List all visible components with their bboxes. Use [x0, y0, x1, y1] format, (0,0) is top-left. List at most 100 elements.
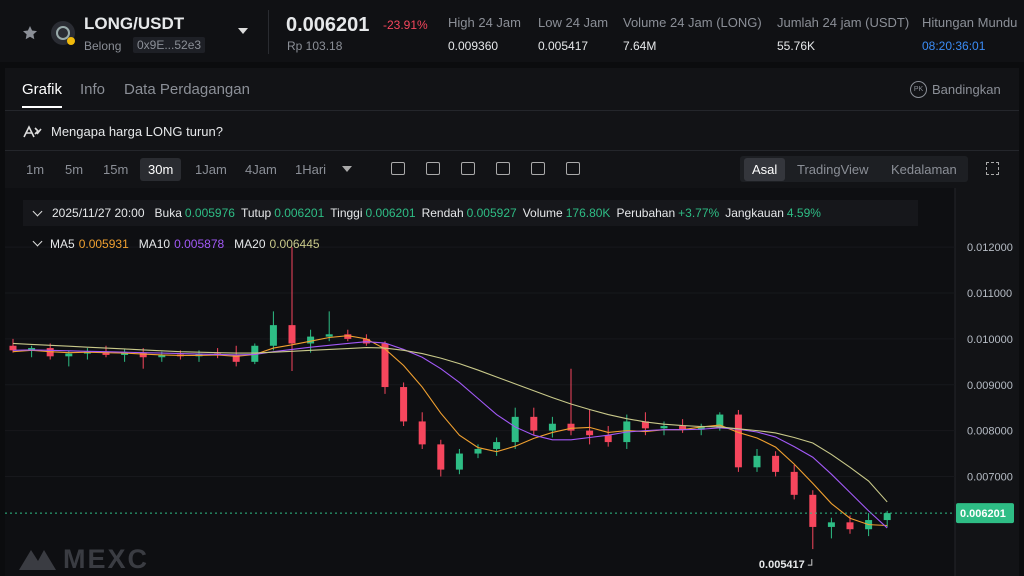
stat-label: High 24 Jam [448, 15, 521, 30]
address[interactable]: 0x9E...52e3 [133, 37, 206, 53]
separator [5, 110, 1019, 111]
candle-body [586, 430, 594, 436]
info-date: 2025/11/27 20:00 [52, 206, 145, 220]
info-label: Rendah [421, 206, 464, 220]
candle-body [567, 423, 575, 431]
candle-body [158, 354, 166, 358]
info-value: +3.77% [678, 206, 720, 220]
candle-body [846, 522, 854, 530]
watermark-logo [19, 550, 56, 570]
candle-body [474, 448, 482, 454]
info-label: Tinggi [330, 206, 363, 220]
star-icon[interactable] [22, 25, 38, 41]
stat-value: 0.005417 [538, 39, 589, 53]
ai-icon [23, 125, 42, 138]
candle-body [381, 343, 389, 388]
separator [5, 150, 1019, 151]
tab[interactable]: Info [80, 81, 106, 98]
ma-label: MA5 [50, 237, 75, 251]
last-price-box [956, 503, 1014, 524]
candle-body [604, 435, 612, 443]
ma-value: 0.006445 [269, 237, 320, 251]
watermark: MEXC [63, 544, 149, 574]
y-tick-label: 0.012000 [967, 242, 1013, 254]
interval-button[interactable]: 5m [65, 162, 84, 177]
save-icon[interactable] [566, 162, 580, 175]
candle-body [493, 442, 501, 449]
fiat-price: Rp 103.18 [287, 39, 343, 53]
interval-button[interactable]: 4Jam [245, 162, 277, 177]
candle-body [121, 352, 129, 355]
fx-icon[interactable] [426, 162, 440, 175]
candle-body [269, 325, 277, 346]
stat-value: 0.009360 [448, 39, 499, 53]
candle-body [307, 336, 315, 344]
info-value: 0.005927 [466, 206, 517, 220]
interval-button[interactable]: 1Hari [295, 162, 327, 177]
ma-line [12, 341, 888, 529]
candle-body [232, 354, 240, 362]
candle-body [251, 345, 259, 362]
candle-body [400, 387, 408, 422]
token-name: Belong [84, 39, 122, 53]
stat-value: 55.76K [777, 39, 816, 53]
interval-button[interactable]: 15m [103, 162, 129, 177]
tab[interactable]: Data Perdagangan [124, 81, 250, 98]
candle-body [530, 416, 538, 431]
candle-icon[interactable] [391, 162, 405, 175]
info-label: Buka [154, 206, 182, 220]
info-label: Volume [522, 206, 563, 220]
view-button[interactable]: Asal [744, 158, 786, 181]
stat-value: 7.64M [623, 39, 657, 53]
interval-button[interactable]: 30m [140, 158, 182, 181]
y-tick-label: 0.011000 [967, 288, 1012, 300]
pen-icon[interactable] [461, 162, 475, 175]
tab[interactable]: Grafik [22, 81, 63, 98]
candle-body [641, 421, 649, 429]
candle-body [660, 426, 668, 429]
candle-body [679, 426, 687, 430]
candle-body [28, 348, 36, 351]
ma-value: 0.005878 [174, 237, 225, 251]
y-tick-label: 0.007000 [967, 471, 1013, 483]
y-tick-label: 0.009000 [967, 380, 1013, 392]
interval-button[interactable]: 1Jam [195, 162, 227, 177]
chart: 0.007000 0.008000 0.009000 0.010000 0.011000… [5, 188, 1014, 576]
low-arrow [807, 559, 813, 566]
candle-body [772, 455, 780, 472]
info-value: 0.006201 [274, 206, 325, 220]
candle-body [883, 513, 891, 521]
tab-underline [22, 106, 62, 108]
low-label: 0.005417 [759, 559, 805, 571]
layout-icon[interactable] [496, 162, 510, 175]
camera-icon[interactable] [531, 162, 545, 175]
candle-body [344, 334, 352, 339]
interval-button[interactable]: 1m [26, 162, 45, 177]
candle-body [455, 453, 463, 470]
view-button[interactable]: TradingView [797, 162, 869, 177]
y-tick-label: 0.010000 [967, 334, 1013, 346]
stat-label: Hitungan Mundu [922, 15, 1018, 30]
ma-line [12, 335, 888, 527]
candle-body [437, 444, 445, 470]
candle-body [753, 455, 761, 468]
view-button[interactable]: Kedalaman [891, 162, 957, 177]
interval-dropdown[interactable] [342, 166, 352, 172]
divider [268, 10, 269, 54]
stat-label: Jumlah 24 jam (USDT) [777, 15, 910, 30]
candle-body [325, 334, 333, 337]
candle-body [65, 353, 73, 357]
ma-legend: MA5 0.005931 MA10 0.005878 MA20 0.006445 [50, 237, 326, 251]
dropdown-icon[interactable] [238, 28, 248, 36]
info-label: Jangkauan [725, 206, 784, 220]
ma-value: 0.005931 [78, 237, 129, 251]
fullscreen-icon[interactable] [986, 162, 999, 175]
candle-body [734, 414, 742, 468]
question[interactable]: Mengapa harga LONG turun? [51, 124, 223, 139]
candle-body [102, 351, 110, 355]
chart-panel: Grafik Info Data Perdagangan PK Bandingkan … [5, 68, 1019, 576]
last-price-label: 0.006201 [960, 508, 1006, 520]
candle-body [790, 471, 798, 495]
compare[interactable]: PK Bandingkan [910, 81, 1001, 98]
